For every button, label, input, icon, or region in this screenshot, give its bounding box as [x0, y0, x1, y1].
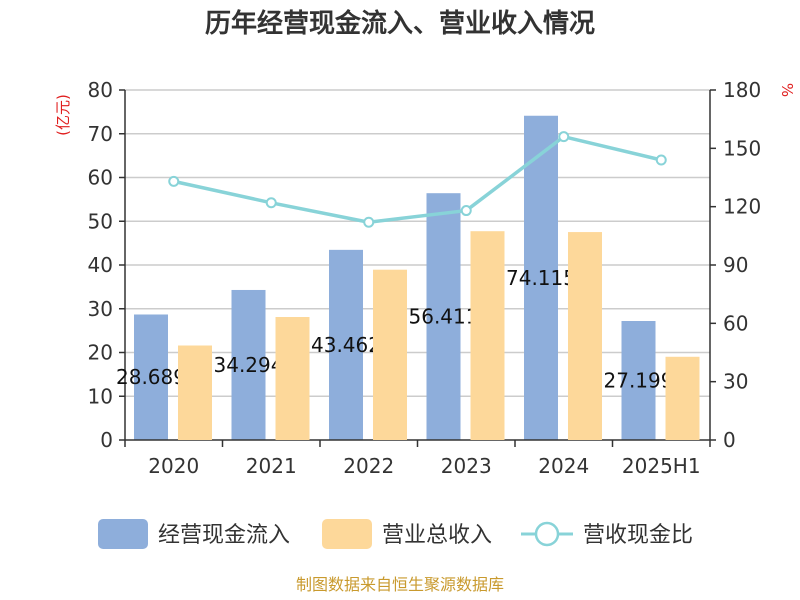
left-axis-tick-label: 70 [88, 122, 113, 146]
line-layer [168, 131, 667, 228]
chart-title: 历年经营现金流入、营业收入情况 [205, 8, 595, 39]
x-axis-tick-label: 2024 [538, 454, 589, 478]
ratio-point [363, 216, 375, 228]
right-axis-tick-label: 150 [723, 136, 761, 160]
bar-cash-inflow [134, 314, 168, 440]
right-axis-tick-label: 0 [723, 428, 736, 452]
legend-label-revenue: 营业总收入 [382, 523, 492, 548]
right-axis-tick-label: 60 [723, 311, 748, 335]
bar-revenue-overlay [275, 317, 310, 440]
right-axis-tick-label: 30 [723, 370, 748, 394]
data-label-cash-inflow: 43.462 [311, 333, 381, 357]
left-axis-tick-label: 20 [88, 341, 113, 365]
bar-cash-inflow [426, 193, 461, 440]
right-axis-tick-label: 120 [723, 195, 761, 219]
ratio-point [265, 197, 277, 209]
left-axis-tick-label: 10 [88, 384, 113, 408]
right-axis-tick-label: 180 [723, 78, 761, 102]
x-axis-tick-label: 2021 [246, 454, 297, 478]
bar-cash-inflow [231, 289, 266, 440]
left-axis-tick-label: 40 [88, 253, 113, 277]
bar-revenue-overlay [178, 345, 212, 440]
legend: 经营现金流入 营业总收入 营收现金比 [98, 519, 693, 549]
legend-label-cash-inflow: 经营现金流入 [158, 523, 290, 548]
left-axis-tick-label: 50 [88, 209, 113, 233]
legend-swatch-cash-inflow [98, 519, 148, 549]
gridlines [125, 89, 710, 397]
legend-marker-ratio [534, 521, 560, 547]
data-label-cash-inflow: 28.689 [116, 365, 186, 389]
right-axis-unit: % [778, 83, 796, 97]
legend-label-ratio: 营收现金比 [583, 523, 693, 548]
ratio-point [168, 175, 180, 187]
bar-cash-inflow [329, 249, 363, 440]
bar-revenue-overlay [665, 356, 700, 440]
x-axis-tick-label: 2025H1 [622, 454, 701, 478]
source-note: 制图数据来自恒生聚源数据库 [296, 575, 504, 594]
data-labels-layer: 28.689 34.294 43.462 56.411 74.115 27.199 [116, 231, 700, 440]
x-axis-tick-label: 2022 [343, 454, 394, 478]
data-label-cash-inflow: 34.294 [214, 353, 284, 377]
x-axis-tick-label: 2020 [148, 454, 199, 478]
left-axis-tick-label: 60 [88, 166, 113, 190]
x-axis-tick-label: 2023 [441, 454, 492, 478]
data-label-cash-inflow: 56.411 [409, 305, 479, 329]
ratio-line [173, 134, 662, 224]
ratio-point [460, 205, 472, 217]
bar-revenue-overlay [373, 269, 407, 440]
left-axis-unit: (亿元) [54, 94, 72, 136]
bar-cash-inflow [524, 115, 558, 440]
axes-layer: 0 10 20 30 40 50 60 70 80 0 30 60 90 120 150 180 2020 202… [88, 78, 762, 478]
left-axis-tick-label: 80 [88, 78, 113, 102]
left-axis-tick-label: 30 [88, 297, 113, 321]
legend-swatch-revenue [322, 519, 372, 549]
bar-revenue-overlay [568, 232, 602, 440]
left-axis-tick-label: 0 [100, 428, 113, 452]
bar-revenue-overlay [470, 231, 505, 440]
ratio-point [558, 131, 570, 143]
data-label-cash-inflow: 74.115 [506, 266, 576, 290]
right-axis-tick-label: 90 [723, 253, 748, 277]
ratio-point [655, 154, 667, 166]
data-label-cash-inflow: 27.199 [604, 369, 674, 393]
bar-cash-inflow [621, 321, 656, 440]
